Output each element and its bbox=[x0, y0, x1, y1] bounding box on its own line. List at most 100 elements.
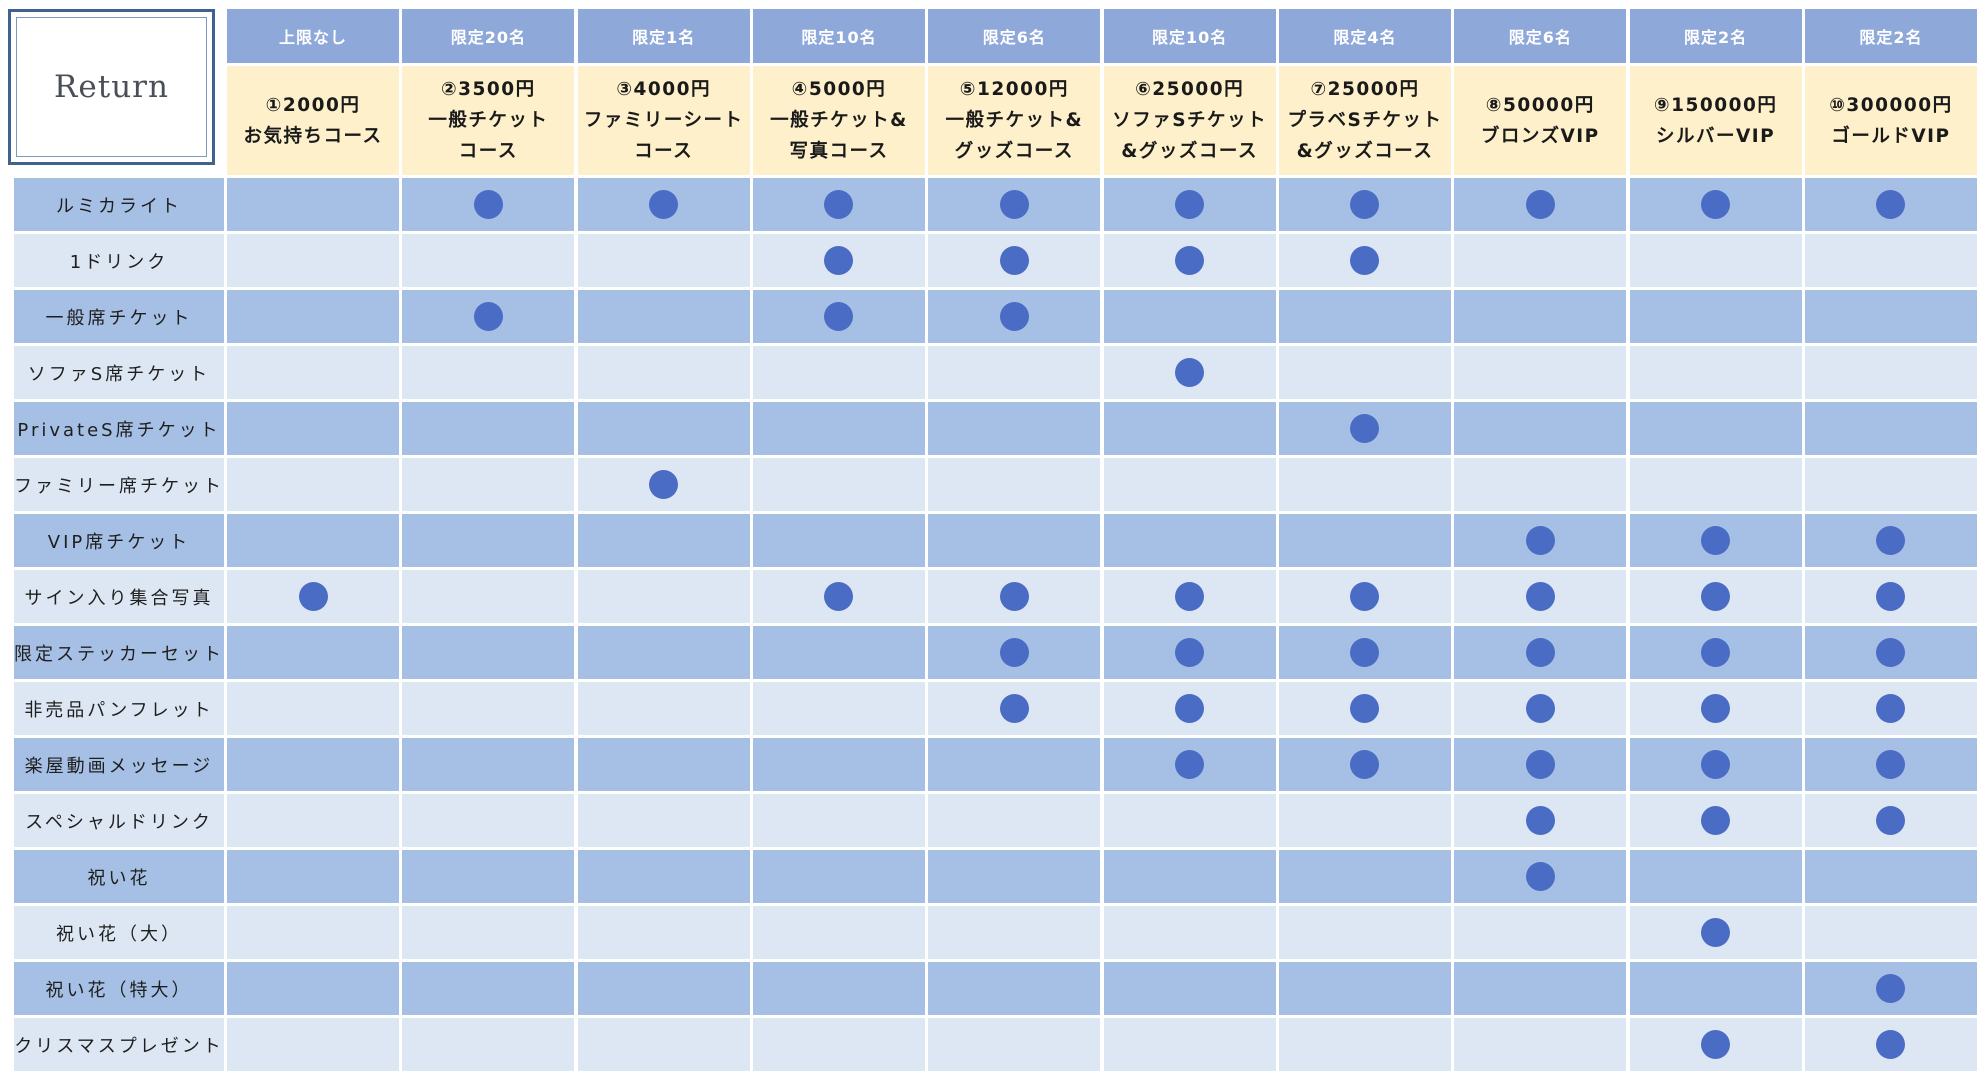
feature-cell bbox=[227, 290, 399, 343]
feature-cell bbox=[1804, 234, 1977, 287]
feature-cell bbox=[928, 346, 1101, 399]
feature-cell bbox=[402, 626, 575, 679]
feature-cell bbox=[1278, 178, 1451, 231]
included-dot-icon bbox=[1350, 190, 1380, 219]
feature-cell bbox=[577, 290, 750, 343]
included-dot-icon bbox=[1350, 694, 1380, 723]
feature-cell bbox=[1454, 906, 1627, 959]
feature-cell bbox=[577, 626, 750, 679]
column-course-header: ④5000円 一般チケット& 写真コース bbox=[752, 66, 925, 175]
return-logo[interactable]: Return bbox=[8, 9, 215, 165]
feature-cell bbox=[1629, 514, 1802, 567]
column-limit-header: 限定2名 bbox=[1804, 9, 1977, 63]
included-dot-icon bbox=[999, 246, 1029, 275]
course-name-line: ファミリーシート bbox=[583, 110, 744, 131]
included-dot-icon bbox=[1876, 190, 1906, 219]
included-dot-icon bbox=[1350, 638, 1380, 667]
feature-cell bbox=[577, 234, 750, 287]
included-dot-icon bbox=[1876, 638, 1906, 667]
course-name-line: 一般チケット& bbox=[945, 110, 1084, 131]
feature-cell bbox=[1629, 682, 1802, 735]
feature-cell bbox=[1454, 682, 1627, 735]
feature-cell bbox=[402, 1018, 575, 1071]
feature-row-label: 祝い花（大） bbox=[14, 906, 224, 959]
feature-cell bbox=[577, 514, 750, 567]
course-name-line: ②3500円 bbox=[441, 79, 536, 100]
feature-cell bbox=[577, 738, 750, 791]
feature-cell bbox=[1629, 906, 1802, 959]
included-dot-icon bbox=[999, 582, 1029, 611]
feature-cell bbox=[752, 178, 925, 231]
feature-cell bbox=[1629, 290, 1802, 343]
feature-cell bbox=[1804, 458, 1977, 511]
included-dot-icon bbox=[1525, 526, 1555, 555]
feature-cell bbox=[1804, 850, 1977, 903]
feature-row-label: 非売品パンフレット bbox=[14, 682, 224, 735]
course-name-line: &グッズコース bbox=[1121, 141, 1258, 162]
feature-cell bbox=[1103, 738, 1276, 791]
included-dot-icon bbox=[1175, 638, 1205, 667]
feature-cell bbox=[1103, 962, 1276, 1015]
feature-cell bbox=[1454, 794, 1627, 847]
feature-cell bbox=[577, 682, 750, 735]
feature-cell bbox=[1278, 402, 1451, 455]
column-course-header: ⑧50000円 ブロンズVIP bbox=[1454, 66, 1627, 175]
course-name-line: コース bbox=[634, 141, 694, 162]
feature-cell bbox=[227, 234, 399, 287]
feature-cell bbox=[928, 626, 1101, 679]
feature-cell bbox=[577, 1018, 750, 1071]
included-dot-icon bbox=[1701, 694, 1731, 723]
included-dot-icon bbox=[1701, 638, 1731, 667]
feature-cell bbox=[402, 738, 575, 791]
feature-cell bbox=[1278, 234, 1451, 287]
column-limit-header: 限定10名 bbox=[752, 9, 925, 63]
included-dot-icon bbox=[1876, 1030, 1906, 1059]
feature-cell bbox=[577, 458, 750, 511]
feature-cell bbox=[227, 738, 399, 791]
feature-cell bbox=[227, 178, 399, 231]
included-dot-icon bbox=[999, 190, 1029, 219]
feature-cell bbox=[227, 626, 399, 679]
course-name-line: 写真コース bbox=[789, 141, 889, 162]
course-name-line: コース bbox=[458, 141, 518, 162]
feature-cell bbox=[577, 962, 750, 1015]
feature-cell bbox=[1278, 1018, 1451, 1071]
feature-cell bbox=[1804, 626, 1977, 679]
feature-row-label: 祝い花（特大） bbox=[14, 962, 224, 1015]
included-dot-icon bbox=[999, 638, 1029, 667]
column-limit-header: 限定6名 bbox=[928, 9, 1101, 63]
feature-cell bbox=[1278, 458, 1451, 511]
feature-cell bbox=[1103, 458, 1276, 511]
included-dot-icon bbox=[999, 302, 1029, 331]
included-dot-icon bbox=[1175, 358, 1205, 387]
included-dot-icon bbox=[1876, 806, 1906, 835]
feature-cell bbox=[1629, 962, 1802, 1015]
feature-cell bbox=[1804, 514, 1977, 567]
column-limit-header: 上限なし bbox=[227, 9, 399, 63]
included-dot-icon bbox=[649, 470, 679, 499]
feature-cell bbox=[1278, 626, 1451, 679]
feature-cell bbox=[1629, 346, 1802, 399]
column-limit-header: 限定4名 bbox=[1278, 9, 1451, 63]
feature-cell bbox=[752, 234, 925, 287]
logo-text: Return bbox=[54, 69, 169, 105]
feature-cell bbox=[1278, 682, 1451, 735]
feature-cell bbox=[402, 234, 575, 287]
feature-cell bbox=[402, 346, 575, 399]
feature-cell bbox=[1278, 738, 1451, 791]
feature-cell bbox=[1629, 402, 1802, 455]
feature-cell bbox=[1454, 178, 1627, 231]
column-course-header: ⑦25000円 プラベSチケット &グッズコース bbox=[1278, 66, 1451, 175]
feature-cell bbox=[752, 738, 925, 791]
course-name-line: グッズコース bbox=[954, 141, 1074, 162]
feature-cell bbox=[402, 794, 575, 847]
feature-cell bbox=[1804, 570, 1977, 623]
column-limit-header: 限定2名 bbox=[1629, 9, 1802, 63]
feature-row-label: 楽屋動画メッセージ bbox=[14, 738, 224, 791]
included-dot-icon bbox=[1350, 750, 1380, 779]
feature-cell bbox=[752, 402, 925, 455]
feature-cell bbox=[1629, 178, 1802, 231]
feature-cell bbox=[1629, 1018, 1802, 1071]
feature-row-label: スペシャルドリンク bbox=[14, 794, 224, 847]
